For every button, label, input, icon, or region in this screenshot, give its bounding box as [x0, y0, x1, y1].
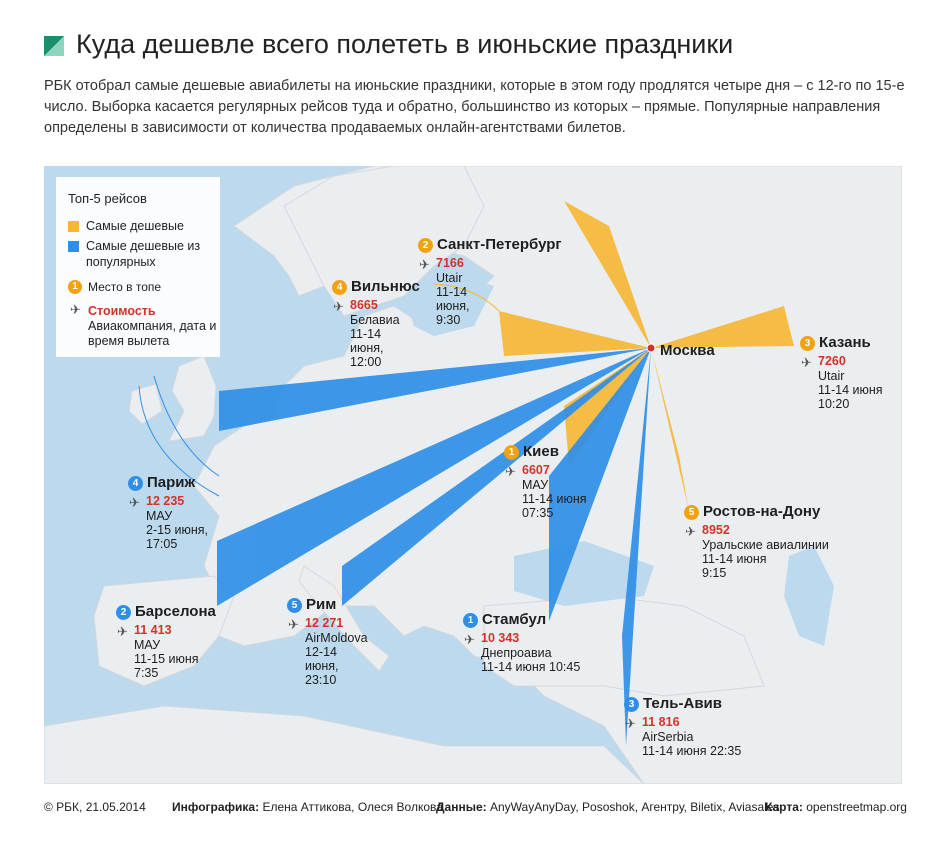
- plane-icon: ✈: [464, 632, 475, 647]
- route-istanbul: [549, 348, 651, 621]
- city-dates: 11-15 июня 7:35: [134, 652, 199, 680]
- popular-routes: [217, 348, 651, 746]
- city-name: Вильнюс: [351, 278, 420, 295]
- legend-label-cheapest: Самые дешевые: [86, 219, 184, 233]
- legend-label-rank: Место в топе: [88, 280, 162, 294]
- city-price: 12 271: [305, 616, 344, 630]
- lead-text: РБК отобрал самые дешевые авиабилеты на …: [44, 78, 905, 136]
- city-name: Рим: [306, 596, 337, 613]
- footer-map: Карта: openstreetmap.org: [765, 800, 907, 814]
- city-price: 7166: [436, 256, 464, 270]
- city-name: Париж: [147, 474, 196, 491]
- route-rostov: [651, 348, 689, 511]
- city-dates: 11-14 июня 10:45: [481, 660, 581, 674]
- route-rome: [342, 348, 651, 606]
- city-airline: Уральские авиалинии: [702, 538, 829, 552]
- city-airline: Utair: [436, 271, 463, 285]
- city-dates: 11-14 июня, 12:00: [350, 327, 384, 369]
- footer-map-value: openstreetmap.org: [806, 800, 907, 814]
- legend: Топ-5 рейсов Самые дешевые Самые дешевые…: [56, 177, 220, 357]
- city-airline: МАУ: [522, 478, 549, 492]
- city-price: 11 413: [134, 623, 172, 637]
- footer-data-label: Данные:: [436, 800, 487, 814]
- plane-icon: ✈: [801, 355, 812, 370]
- legend-swatch-cheapest: [68, 221, 79, 232]
- city-dates: 11-14 июня, 9:30: [436, 285, 470, 327]
- route-kazan: [651, 306, 794, 348]
- plane-icon: ✈: [419, 257, 430, 272]
- city-airline: AirSerbia: [642, 730, 694, 744]
- route-barcelona: [217, 348, 651, 606]
- city-airline: Utair: [818, 369, 845, 383]
- map-canvas: [44, 166, 902, 784]
- city-price: 6607: [522, 463, 550, 477]
- rank-badge-icon: 1: [68, 280, 82, 294]
- legend-label-price: Стоимость: [88, 304, 156, 318]
- footer-data-value: AnyWayAnyDay, Pososhok, Агентру, Biletix…: [489, 800, 780, 814]
- rank-badge-icon: 3: [800, 336, 815, 351]
- footer-infographic-label: Инфографика:: [172, 800, 260, 814]
- city-airline: Днепроавиа: [481, 646, 552, 660]
- plane-icon: ✈: [288, 617, 299, 632]
- route-telaviv: [622, 348, 651, 746]
- plane-icon: ✈: [333, 299, 344, 314]
- city-price: 7260: [818, 354, 846, 368]
- city-dates: 2-15 июня, 17:05: [146, 523, 208, 551]
- footer-infographic-value: Елена Аттикова, Олеся Волкова: [262, 800, 443, 814]
- plane-icon: ✈: [117, 624, 128, 639]
- plane-icon: ✈: [625, 716, 636, 731]
- city-dates: 11-14 июня 07:35: [522, 492, 587, 520]
- rank-badge-icon: 2: [418, 238, 433, 253]
- origin-label: Москва: [660, 342, 715, 359]
- city-airline: AirMoldova: [305, 631, 368, 645]
- city-price: 8952: [702, 523, 730, 537]
- plane-icon: ✈: [505, 464, 516, 479]
- city-price: 8665: [350, 298, 378, 312]
- leader-lines: [138, 375, 220, 497]
- rank-badge-icon: 1: [463, 613, 478, 628]
- city-dates: 11-14 июня 10:20: [818, 383, 883, 411]
- page-title: Куда дешевле всего полететь в июньские п…: [76, 29, 734, 59]
- route-spb: [564, 201, 651, 348]
- city-name: Ростов-на-Дону: [703, 503, 821, 520]
- city-price: 12 235: [146, 494, 185, 508]
- city-airline: МАУ: [134, 638, 161, 652]
- rank-badge-icon: 1: [504, 445, 519, 460]
- rbc-logo-icon: [44, 36, 64, 56]
- city-airline: Белавиа: [350, 313, 400, 327]
- city-name: Стамбул: [482, 611, 547, 628]
- rank-badge-icon: 4: [332, 280, 347, 295]
- route-vilnius: [499, 311, 651, 356]
- legend-swatch-popular: [68, 241, 79, 252]
- city-price: 11 816: [642, 715, 680, 729]
- footer-map-label: Карта:: [765, 800, 803, 814]
- moscow-dot: [646, 343, 656, 353]
- rank-badge-icon: 4: [128, 476, 143, 491]
- footer-infographic: Инфографика: Елена Аттикова, Олеся Волко…: [172, 800, 443, 814]
- rank-badge-icon: 5: [684, 505, 699, 520]
- city-name: Казань: [819, 334, 871, 351]
- footer-data: Данные: AnyWayAnyDay, Pososhok, Агентру,…: [436, 800, 779, 814]
- rank-badge-icon: 3: [624, 697, 639, 712]
- legend-label-info: Авиакомпания, дата и время вылета: [88, 319, 217, 348]
- city-name: Барселона: [135, 603, 216, 620]
- plane-icon: ✈: [685, 524, 696, 539]
- city-dates: 11-14 июня 22:35: [642, 744, 742, 758]
- rank-badge-icon: 5: [287, 598, 302, 613]
- plane-icon: ✈: [70, 302, 81, 317]
- city-name: Киев: [523, 443, 559, 460]
- city-dates: 12-14 июня, 23:10: [305, 645, 339, 687]
- legend-title: Топ-5 рейсов: [68, 191, 147, 206]
- rank-badge-icon: 2: [116, 605, 131, 620]
- land: [44, 166, 902, 784]
- plane-icon: ✈: [129, 495, 140, 510]
- city-price: 10 343: [481, 631, 520, 645]
- route-paris: [219, 348, 651, 431]
- city-airline: МАУ: [146, 509, 173, 523]
- city-name: Тель-Авив: [643, 695, 722, 712]
- city-dates: 11-14 июня 9:15: [702, 552, 767, 580]
- legend-label-popular: Самые дешевые из популярных: [86, 239, 201, 269]
- footer-copyright: © РБК, 21.05.2014: [44, 800, 146, 814]
- city-name: Санкт-Петербург: [437, 236, 562, 253]
